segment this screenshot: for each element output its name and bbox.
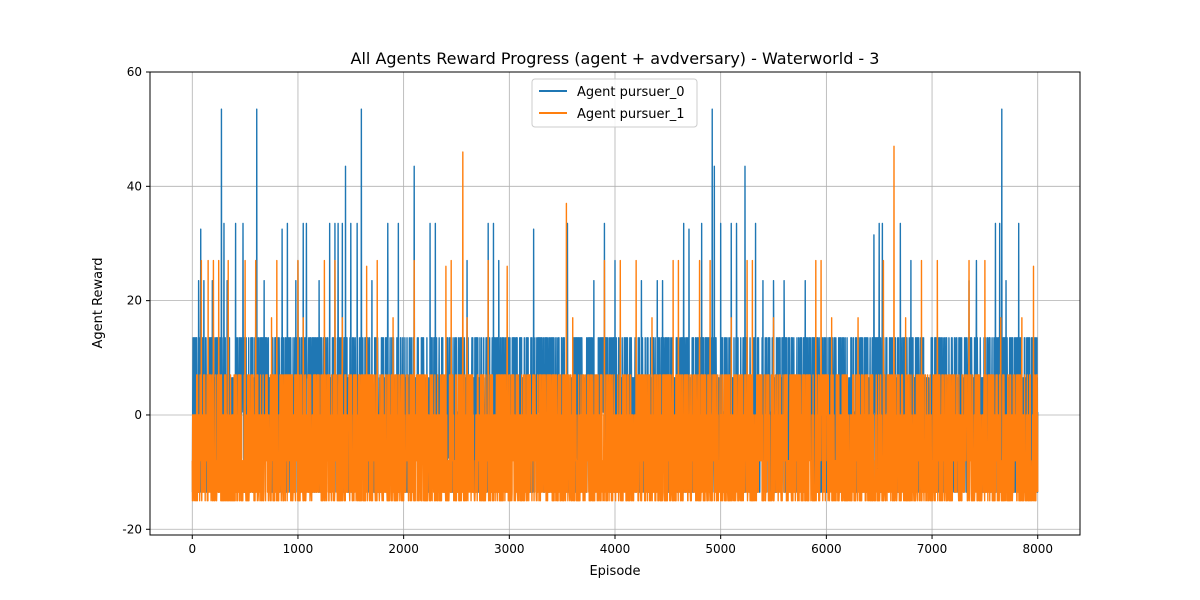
y-axis: -20 0 20 40 60 xyxy=(122,65,150,536)
plot-series xyxy=(191,108,1039,502)
y-tick-label: 60 xyxy=(127,65,142,79)
legend-box xyxy=(531,78,698,128)
chart-title: All Agents Reward Progress (agent + avdv… xyxy=(351,49,880,68)
x-tick-label: 1000 xyxy=(283,542,314,556)
x-tick-label: 7000 xyxy=(917,542,948,556)
x-tick-label: 3000 xyxy=(494,542,525,556)
x-tick-label: 2000 xyxy=(388,542,419,556)
x-tick-label: 0 xyxy=(188,542,196,556)
legend-label-pursuer-1: Agent pursuer_1 xyxy=(577,107,685,122)
x-axis-label: Episode xyxy=(589,564,640,579)
legend: Agent pursuer_0 Agent pursuer_1 xyxy=(531,78,698,128)
x-axis: 0 1000 2000 3000 4000 5000 6000 7000 8000 xyxy=(188,535,1053,556)
x-tick-label: 6000 xyxy=(811,542,842,556)
y-tick-label: -20 xyxy=(122,522,142,536)
y-tick-label: 20 xyxy=(127,294,142,308)
x-tick-label: 5000 xyxy=(705,542,736,556)
y-tick-label: 40 xyxy=(127,179,142,193)
series-line-pursuer-1 xyxy=(191,145,1039,502)
legend-label-pursuer-0: Agent pursuer_0 xyxy=(577,85,685,100)
y-tick-label: 0 xyxy=(134,408,142,422)
x-tick-label: 4000 xyxy=(600,542,631,556)
x-tick-label: 8000 xyxy=(1022,542,1053,556)
y-axis-label: Agent Reward xyxy=(91,257,106,348)
